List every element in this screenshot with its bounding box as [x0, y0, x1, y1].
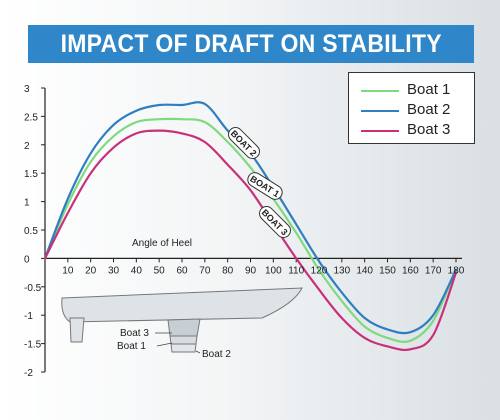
x-tick-label: 10: [62, 265, 74, 276]
hull-label-boat-3: Boat 3: [120, 328, 149, 339]
axis-labels: 3 2.5 2 1.5 1 0.5 0 -0.5 -1 -1.5 -2 10 20 30 40 50 60 70 8…: [24, 84, 465, 379]
y-tick-label: 0.5: [24, 226, 38, 237]
x-tick-label: 90: [245, 265, 257, 276]
chart-title: IMPACT OF DRAFT ON STABILITY: [60, 29, 442, 58]
y-tick-label: 2: [24, 141, 30, 152]
hull-label-boat-1: Boat 1: [117, 341, 146, 352]
y-tick-label: -1.5: [24, 340, 42, 351]
x-tick-label: 70: [199, 265, 211, 276]
x-tick-label: 110: [288, 265, 304, 276]
keel-boat-3: [167, 318, 201, 337]
legend-label-boat-1: Boat 1: [407, 81, 451, 98]
legend-swatch-boat-2: [361, 110, 399, 112]
y-tick-label: -1: [24, 311, 33, 322]
curve-tag-boat-1-badge: [247, 172, 283, 200]
x-tick-label: 130: [333, 265, 350, 276]
hull-shape: [61, 287, 303, 323]
series-line-boat-3: [43, 129, 458, 352]
series-line-boat-1: [43, 117, 458, 343]
x-tick-label: 40: [131, 265, 143, 276]
legend-label-boat-3: Boat 3: [407, 121, 451, 138]
legend: Boat 1 Boat 2 Boat 3: [348, 72, 475, 144]
y-tick-label: 3: [24, 84, 30, 95]
legend-label-boat-2: Boat 2: [407, 101, 451, 118]
x-tick-label: 20: [85, 265, 97, 276]
x-tick-label: 60: [176, 265, 188, 276]
keel-boat-2: [170, 343, 197, 353]
legend-item-boat-2: Boat 2: [349, 100, 474, 120]
y-tick-label: 2.5: [24, 112, 38, 123]
legend-swatch-boat-1: [361, 90, 399, 92]
leader-boat-1: [156, 342, 173, 347]
y-tick-label: 1: [24, 198, 30, 209]
legend-item-boat-1: Boat 1: [349, 80, 474, 100]
x-tick-label: 80: [222, 265, 234, 276]
axes: [41, 87, 462, 373]
curve-tag-boat-2: BOAT 2: [228, 127, 260, 159]
x-tick-label: 100: [265, 265, 282, 276]
x-tick-label: 180: [448, 265, 465, 276]
x-tick-label: 140: [356, 265, 373, 276]
x-tick-label: 150: [379, 265, 396, 276]
keel-boat-1: [169, 335, 198, 345]
rudder-shape: [69, 317, 85, 343]
y-tick-label: -0.5: [24, 283, 42, 294]
x-tick-label: 120: [311, 265, 328, 276]
x-axis-label: Angle of Heel: [132, 238, 192, 249]
x-tick-label: 170: [425, 265, 442, 276]
y-tick-label: -2: [24, 368, 33, 379]
x-tick-label: 30: [108, 265, 120, 276]
x-tick-label: 160: [402, 265, 419, 276]
y-tick-label: 1.5: [24, 169, 38, 180]
title-bar: IMPACT OF DRAFT ON STABILITY: [28, 25, 474, 63]
hull-label-boat-2: Boat 2: [202, 349, 231, 360]
legend-swatch-boat-3: [361, 130, 399, 132]
x-tick-label: 50: [154, 265, 166, 276]
y-tick-label: 0: [24, 254, 30, 265]
hull-diagram-icon: Boat 3 Boat 1 Boat 2: [61, 287, 303, 360]
legend-item-boat-3: Boat 3: [349, 120, 474, 140]
leader-boat-2: [195, 350, 201, 354]
curve-tag-boat-2-badge: [228, 127, 260, 159]
